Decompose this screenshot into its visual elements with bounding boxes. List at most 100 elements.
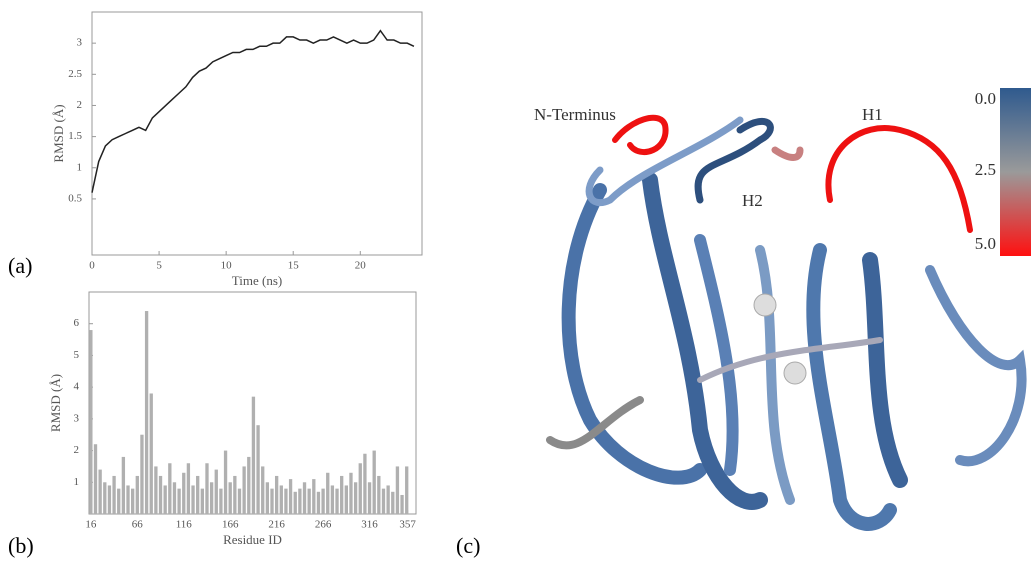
panel-label: (b) (8, 533, 34, 558)
x-tick-label: 5 (156, 260, 162, 272)
bar (154, 466, 158, 514)
bar (326, 472, 330, 514)
y-tick-label: 2 (74, 444, 80, 456)
bar (107, 485, 112, 514)
colorbar-tick-label: 5.0 (975, 234, 996, 253)
bar (335, 488, 339, 514)
bar (158, 475, 163, 514)
bar (386, 485, 390, 514)
bar (298, 488, 302, 514)
x-tick-label: 0 (89, 260, 95, 272)
bar (381, 488, 386, 514)
y-tick-label: 4 (74, 381, 80, 393)
bar (284, 488, 288, 514)
bar (344, 485, 348, 514)
bar (131, 488, 135, 514)
bar (205, 463, 209, 514)
bar (316, 491, 321, 514)
bar (247, 456, 251, 514)
bar (372, 450, 376, 514)
x-axis-label: Time (ns) (232, 273, 282, 288)
bar (214, 469, 218, 514)
bar (293, 491, 297, 514)
bar (89, 330, 93, 514)
bar (405, 466, 409, 514)
colorbar-tick-label: 2.5 (975, 160, 996, 179)
bar (321, 488, 325, 514)
y-tick-label: 2.5 (68, 68, 82, 80)
protein-structure (546, 114, 1027, 531)
y-tick-label: 1.5 (68, 130, 82, 142)
structure-label: H1 (862, 105, 883, 124)
bar (126, 485, 130, 514)
x-tick-label: 20 (355, 260, 367, 272)
bar (103, 482, 107, 514)
bar (149, 393, 153, 514)
bar (228, 482, 232, 514)
colorbar (1000, 88, 1031, 256)
bar (163, 485, 167, 514)
y-tick-label: 3 (77, 37, 83, 49)
bar (307, 488, 311, 514)
bar (144, 311, 149, 514)
structure-label: N-Terminus (534, 105, 616, 124)
bar (391, 491, 395, 514)
y-tick-label: 2 (77, 99, 83, 111)
x-tick-label: 116 (176, 519, 193, 531)
bar (121, 456, 126, 514)
y-tick-label: 3 (74, 412, 80, 424)
bar (237, 488, 242, 514)
rmsd-line (91, 29, 415, 193)
bar (395, 466, 400, 514)
x-tick-label: 16 (85, 519, 97, 531)
bar (265, 482, 270, 514)
panel-label: (c) (456, 533, 480, 558)
bar (196, 475, 200, 514)
bar (209, 482, 214, 514)
bar (186, 463, 191, 514)
bar (367, 482, 372, 514)
bar (172, 482, 177, 514)
bar (274, 475, 279, 514)
bar (288, 479, 293, 514)
bar (223, 450, 228, 514)
bar (261, 466, 265, 514)
bar (98, 469, 102, 514)
bar (135, 475, 139, 514)
bar (140, 434, 144, 514)
y-tick-label: 6 (74, 317, 80, 329)
bar (279, 485, 283, 514)
bar (330, 485, 335, 514)
bar (177, 488, 181, 514)
colorbar-tick-label: 0.0 (975, 89, 996, 108)
y-axis-label: RMSD (Å) (48, 374, 63, 432)
bar (219, 488, 223, 514)
x-tick-label: 216 (268, 519, 285, 531)
bar (302, 482, 307, 514)
y-tick-label: 5 (74, 349, 80, 361)
bar (242, 466, 246, 514)
x-axis-label: Residue ID (223, 532, 282, 547)
bar (112, 475, 116, 514)
bar (349, 472, 353, 514)
bar (353, 482, 358, 514)
bar (93, 444, 98, 514)
x-tick-label: 66 (132, 519, 144, 531)
bar (168, 463, 172, 514)
bar (340, 475, 344, 514)
x-tick-label: 266 (315, 519, 332, 531)
bar (182, 472, 186, 514)
bar (270, 488, 274, 514)
x-tick-label: 316 (361, 519, 378, 531)
x-tick-label: 166 (222, 519, 239, 531)
bar (251, 396, 256, 514)
y-tick-label: 1 (74, 476, 80, 488)
bar (233, 475, 237, 514)
x-tick-label: 357 (399, 519, 416, 531)
bar (117, 488, 121, 514)
bar (312, 479, 316, 514)
bar (200, 488, 204, 514)
structure-label: H2 (742, 191, 763, 210)
y-axis-label: RMSD (Å) (51, 104, 66, 162)
y-tick-label: 1 (77, 161, 83, 173)
